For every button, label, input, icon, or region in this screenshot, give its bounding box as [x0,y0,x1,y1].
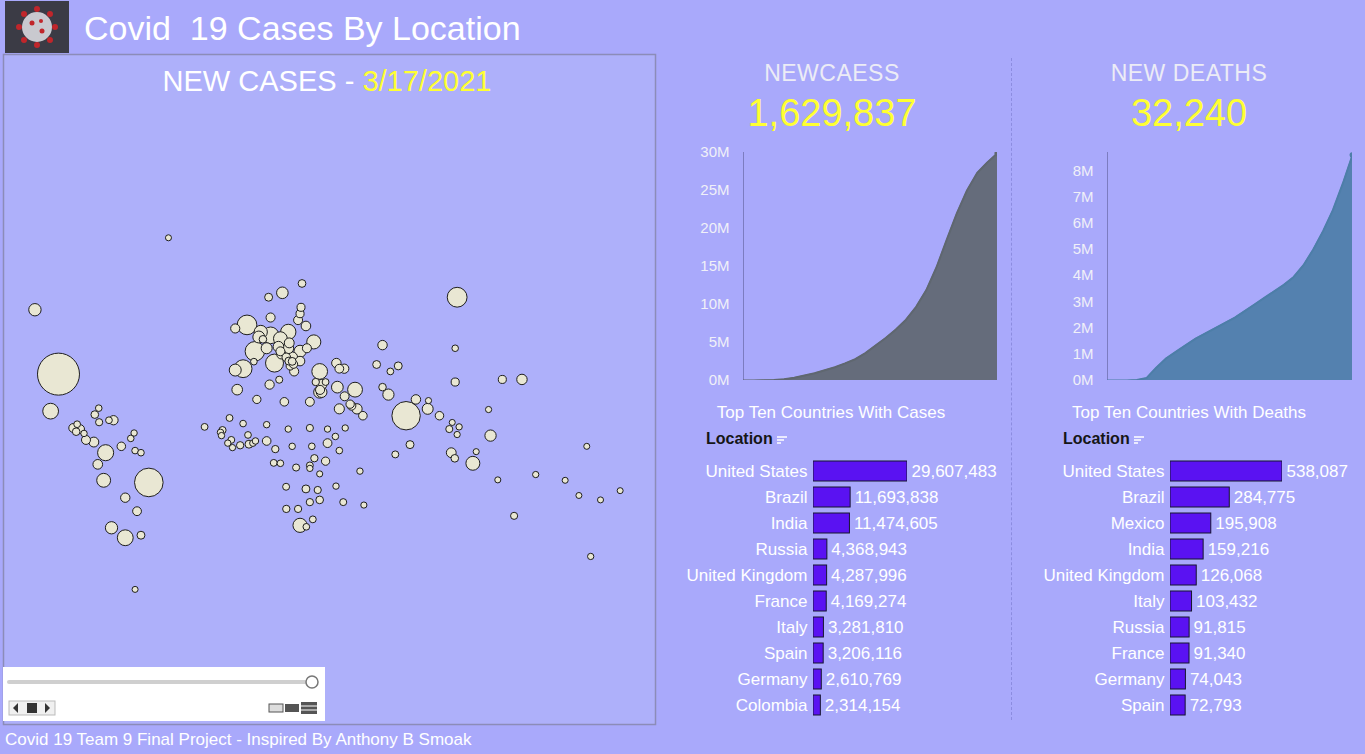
svg-text:0M: 0M [709,371,730,388]
svg-text:11,693,838: 11,693,838 [855,488,939,507]
svg-text:Spain: Spain [764,644,807,663]
svg-text:7M: 7M [1073,188,1094,205]
svg-text:74,043: 74,043 [1190,670,1242,689]
svg-text:United States: United States [705,462,807,481]
svg-text:Russia: Russia [1113,618,1166,637]
svg-text:Italy: Italy [1133,592,1165,611]
svg-text:30M: 30M [700,143,729,160]
svg-text:Italy: Italy [776,618,808,637]
svg-text:25M: 25M [700,181,729,198]
svg-text:India: India [771,514,808,533]
svg-text:0M: 0M [1073,371,1094,388]
svg-text:91,340: 91,340 [1194,644,1246,663]
svg-text:5M: 5M [1073,240,1094,257]
svg-text:Brazil: Brazil [1122,488,1165,507]
svg-text:5M: 5M [709,333,730,350]
svg-text:United Kingdom: United Kingdom [1044,566,1165,585]
svg-text:United States: United States [1062,462,1164,481]
svg-text:284,775: 284,775 [1234,488,1295,507]
svg-text:3,281,810: 3,281,810 [828,618,904,637]
svg-text:10M: 10M [700,295,729,312]
svg-text:4M: 4M [1073,266,1094,283]
svg-text:2,314,154: 2,314,154 [825,696,901,715]
svg-text:1M: 1M [1073,345,1094,362]
svg-text:2M: 2M [1073,319,1094,336]
svg-text:72,793: 72,793 [1190,696,1242,715]
svg-text:Mexico: Mexico [1111,514,1165,533]
html-text:Top Ten Countries With Deaths: Top Ten Countries With Deaths [1072,403,1306,422]
html-text:Covid 19 Team 9 Final Project: Covid 19 Team 9 Final Project - Inspired… [5,730,472,749]
html-text:NEWCAESS: NEWCAESS [764,60,900,86]
svg-text:India: India [1128,540,1165,559]
svg-text:France: France [1112,644,1165,663]
svg-text:159,216: 159,216 [1208,540,1269,559]
svg-text:6M: 6M [1073,214,1094,231]
svg-text:4,287,996: 4,287,996 [831,566,907,585]
svg-text:91,815: 91,815 [1194,618,1246,637]
svg-text:Germany: Germany [738,670,808,689]
svg-text:Germany: Germany [1095,670,1165,689]
svg-text:11,474,605: 11,474,605 [854,514,938,533]
svg-text:4,169,274: 4,169,274 [831,592,907,611]
svg-text:15M: 15M [700,257,729,274]
html-text:Top Ten Countries With Cases: Top Ten Countries With Cases [716,403,946,422]
svg-text:538,087: 538,087 [1287,462,1348,481]
svg-text:2,610,769: 2,610,769 [826,670,902,689]
html-text:Location: Location [1063,430,1130,447]
svg-text:8M: 8M [1073,162,1094,179]
svg-text:3,206,116: 3,206,116 [828,644,902,663]
svg-text:United Kingdom: United Kingdom [687,566,808,585]
html-text:NEW DEATHS: NEW DEATHS [1110,60,1268,86]
html-text:1,629,837: 1,629,837 [747,92,917,134]
svg-text:29,607,483: 29,607,483 [912,462,997,481]
svg-text:126,068: 126,068 [1201,566,1262,585]
svg-text:Russia: Russia [756,540,809,559]
svg-text:20M: 20M [700,219,729,236]
html-text:32,240: 32,240 [1130,92,1248,134]
html-text:Location: Location [706,430,773,447]
svg-text:Spain: Spain [1121,696,1164,715]
svg-text:103,432: 103,432 [1196,592,1257,611]
html-text:Covid 19 Cases By Location: Covid 19 Cases By Location [84,9,521,47]
svg-text:Colombia: Colombia [736,696,808,715]
svg-text:France: France [755,592,808,611]
svg-text:4,368,943: 4,368,943 [831,540,907,559]
svg-text:3M: 3M [1073,293,1094,310]
svg-text:Brazil: Brazil [765,488,808,507]
svg-text:195,908: 195,908 [1215,514,1276,533]
html-text:NEW CASES - 3/17/2021: NEW CASES - 3/17/2021 [162,65,492,97]
